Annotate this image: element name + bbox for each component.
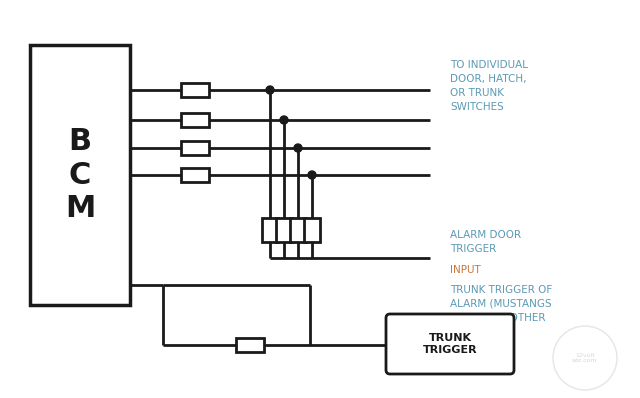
Circle shape [266, 86, 274, 94]
Circle shape [294, 144, 302, 152]
Bar [181, 168, 209, 182]
Bar [181, 113, 209, 127]
Bar [30, 45, 130, 305]
Text: TRUNK TRIGGER OF
ALARM (MUSTANGS
AND SOME OTHER
COUPS): TRUNK TRIGGER OF ALARM (MUSTANGS AND SOM… [450, 285, 552, 337]
Bar [181, 83, 209, 97]
Circle shape [280, 116, 288, 124]
Text: 12volt
wiz.com: 12volt wiz.com [572, 353, 598, 363]
Text: ALARM DOOR
TRIGGER: ALARM DOOR TRIGGER [450, 230, 521, 268]
Bar [236, 338, 264, 352]
Text: TO INDIVIDUAL
DOOR, HATCH,
OR TRUNK
SWITCHES: TO INDIVIDUAL DOOR, HATCH, OR TRUNK SWIT… [450, 60, 528, 112]
FancyBboxPatch shape [386, 314, 514, 374]
Bar [304, 218, 320, 242]
Bar [276, 218, 292, 242]
Text: B
C
M: B C M [65, 127, 95, 223]
Bar [290, 218, 306, 242]
Text: INPUT: INPUT [450, 265, 481, 275]
Circle shape [308, 171, 316, 179]
Bar [262, 218, 278, 242]
Bar [181, 141, 209, 155]
Text: TRUNK
TRIGGER: TRUNK TRIGGER [422, 333, 477, 355]
